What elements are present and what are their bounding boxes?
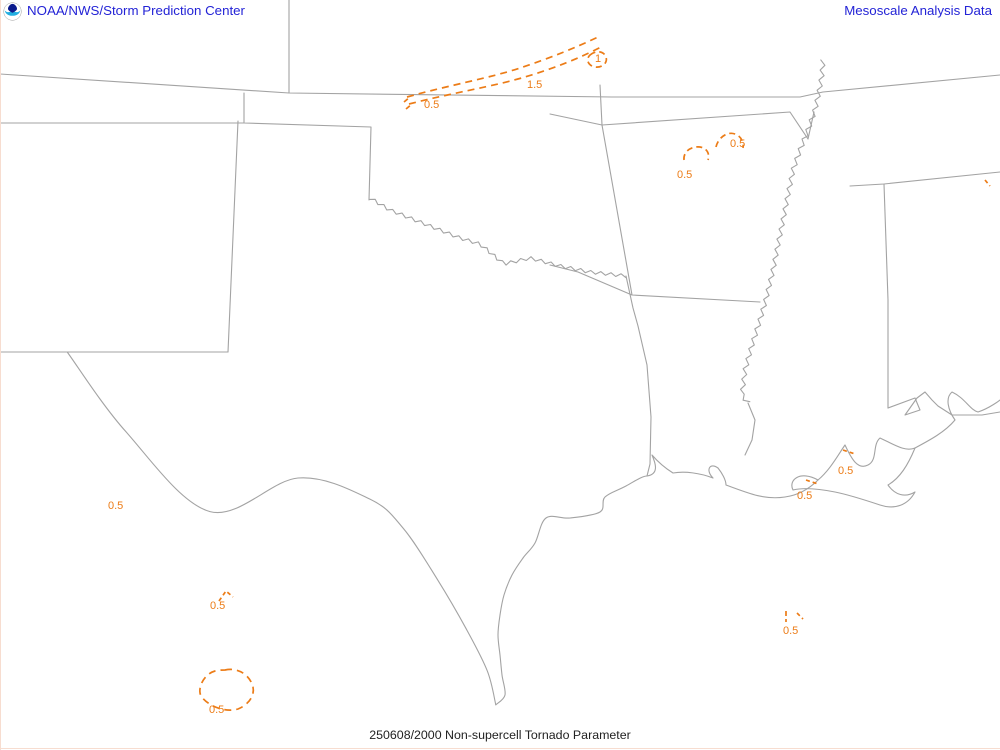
svg-text:0.5: 0.5 bbox=[677, 169, 692, 181]
svg-text:1.5: 1.5 bbox=[527, 79, 542, 91]
svg-text:0.5: 0.5 bbox=[209, 704, 224, 716]
svg-text:0.5: 0.5 bbox=[783, 625, 798, 637]
svg-text:0.5: 0.5 bbox=[210, 600, 225, 612]
svg-text:0.5: 0.5 bbox=[424, 99, 439, 111]
svg-text:1: 1 bbox=[595, 53, 601, 65]
svg-text:0.5: 0.5 bbox=[838, 465, 853, 477]
svg-text:0.5: 0.5 bbox=[108, 500, 123, 512]
svg-text:0.5: 0.5 bbox=[797, 490, 812, 502]
svg-text:0.5: 0.5 bbox=[730, 138, 745, 150]
